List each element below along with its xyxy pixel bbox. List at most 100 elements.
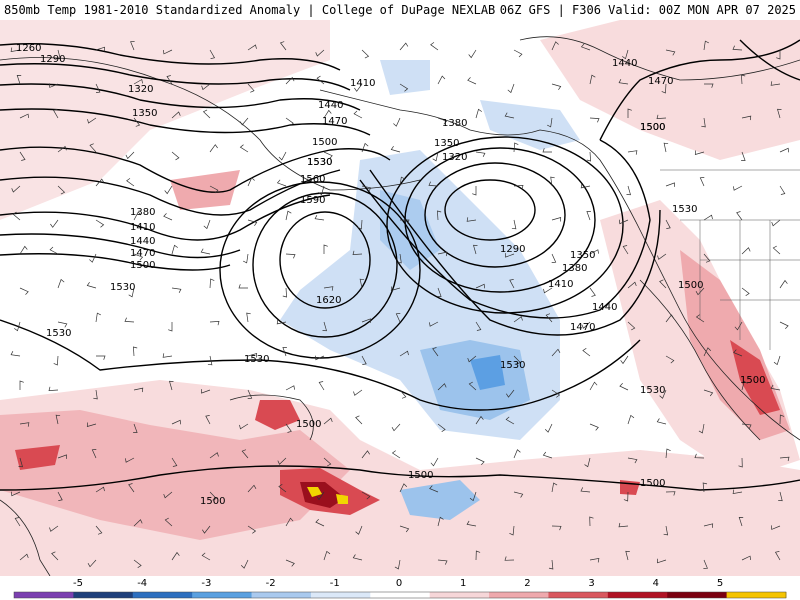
wind-barb <box>703 40 709 51</box>
wind-barb <box>544 423 553 433</box>
wind-barb <box>472 186 477 196</box>
wind-barb <box>355 415 363 425</box>
wind-barb <box>355 525 363 535</box>
wind-barb <box>133 423 138 433</box>
wind-barb <box>53 355 59 366</box>
colorbar-tick-label: 5 <box>717 578 723 589</box>
contour-label: 1500 <box>130 260 155 271</box>
contour-label: 1320 <box>442 152 467 163</box>
wind-barb <box>315 355 325 361</box>
wind-barb <box>584 457 591 468</box>
wind-barb <box>694 150 705 155</box>
wind-barb <box>52 109 59 119</box>
wind-barb <box>395 313 401 323</box>
wind-barb <box>623 491 629 502</box>
wind-barb <box>551 348 561 357</box>
wind-barb <box>278 151 287 161</box>
wind-barb <box>741 287 750 296</box>
wind-barb <box>437 383 447 391</box>
contour-label: 1260 <box>16 43 41 54</box>
wind-barb <box>511 219 517 230</box>
wind-barb <box>589 557 600 563</box>
wind-barb <box>323 151 333 159</box>
contour-label: 1530 <box>500 360 525 371</box>
contour-label: 1590 <box>300 195 325 206</box>
wind-barb <box>589 74 596 85</box>
wind-barb <box>665 314 674 323</box>
wind-barb <box>504 556 515 561</box>
wind-barb <box>475 108 483 119</box>
wind-barb <box>469 491 477 502</box>
wind-barb <box>627 108 632 118</box>
wind-barb <box>504 112 515 119</box>
colorbar-swatch <box>726 592 787 598</box>
wind-barb <box>513 449 521 459</box>
contour-label: 1530 <box>307 157 332 168</box>
wind-barb <box>361 142 369 153</box>
wind-barb <box>133 346 138 357</box>
contour-label: 1440 <box>318 100 343 111</box>
wind-barb <box>774 551 781 561</box>
wind-barb <box>277 457 287 465</box>
wind-barb <box>703 389 714 397</box>
wind-barb <box>314 215 325 221</box>
wind-barb <box>164 517 173 527</box>
wind-barb <box>741 423 752 429</box>
wind-barb <box>779 147 789 153</box>
wind-barb <box>625 550 630 561</box>
wind-barb <box>399 83 409 92</box>
wind-barb <box>475 550 481 561</box>
wind-barb <box>12 211 21 221</box>
wind-barb <box>203 219 211 230</box>
wind-barb <box>771 219 781 227</box>
wind-barb <box>665 448 671 459</box>
contour-label: 1500 <box>640 122 665 133</box>
wind-barb <box>589 287 596 297</box>
wind-barb <box>703 214 713 221</box>
wind-barb <box>171 151 180 161</box>
wind-barb <box>698 423 705 434</box>
wind-barb <box>656 418 667 425</box>
wind-barb <box>551 525 562 531</box>
wind-barb <box>19 151 26 161</box>
wind-barb <box>732 45 743 51</box>
wind-barb <box>513 316 523 323</box>
wind-barb <box>473 244 478 255</box>
wind-barb <box>665 355 675 364</box>
wind-barb <box>505 416 515 425</box>
wind-barb <box>57 454 67 459</box>
wind-barb <box>239 144 249 153</box>
wind-barb <box>589 381 598 391</box>
wind-barb <box>437 117 448 125</box>
colorbar-swatch <box>14 592 74 598</box>
wind-barb <box>361 185 372 192</box>
wind-barb <box>352 250 363 255</box>
wind-barb <box>247 484 257 493</box>
wind-barb <box>589 516 594 527</box>
wind-barb <box>171 244 179 255</box>
colorbar-tick-label: 0 <box>396 578 402 589</box>
wind-barb <box>361 355 367 365</box>
wind-barb <box>55 414 61 425</box>
wind-barb <box>19 245 28 255</box>
wind-barb <box>168 322 173 332</box>
wind-barb <box>622 245 629 255</box>
wind-barb <box>580 183 591 189</box>
wind-barb <box>437 423 446 432</box>
wind-barb <box>779 279 788 289</box>
wind-barb <box>49 525 59 532</box>
map-header: 850mb Temp 1981-2010 Standardized Anomal… <box>0 0 800 20</box>
wind-barb <box>163 49 173 55</box>
wind-barb <box>57 491 63 501</box>
wind-barb <box>315 49 325 57</box>
wind-barb <box>322 321 327 332</box>
wind-barb <box>551 217 562 222</box>
wind-barb <box>276 179 287 187</box>
anomaly-map: 1260 1290 1320 1350 1380 1410 1440 1470 … <box>0 20 800 576</box>
wind-barb <box>125 151 135 160</box>
wind-barb <box>361 450 370 459</box>
wind-barb <box>777 108 782 119</box>
wind-barb <box>390 145 401 153</box>
wind-barb <box>247 177 255 187</box>
wind-barb <box>171 287 182 293</box>
